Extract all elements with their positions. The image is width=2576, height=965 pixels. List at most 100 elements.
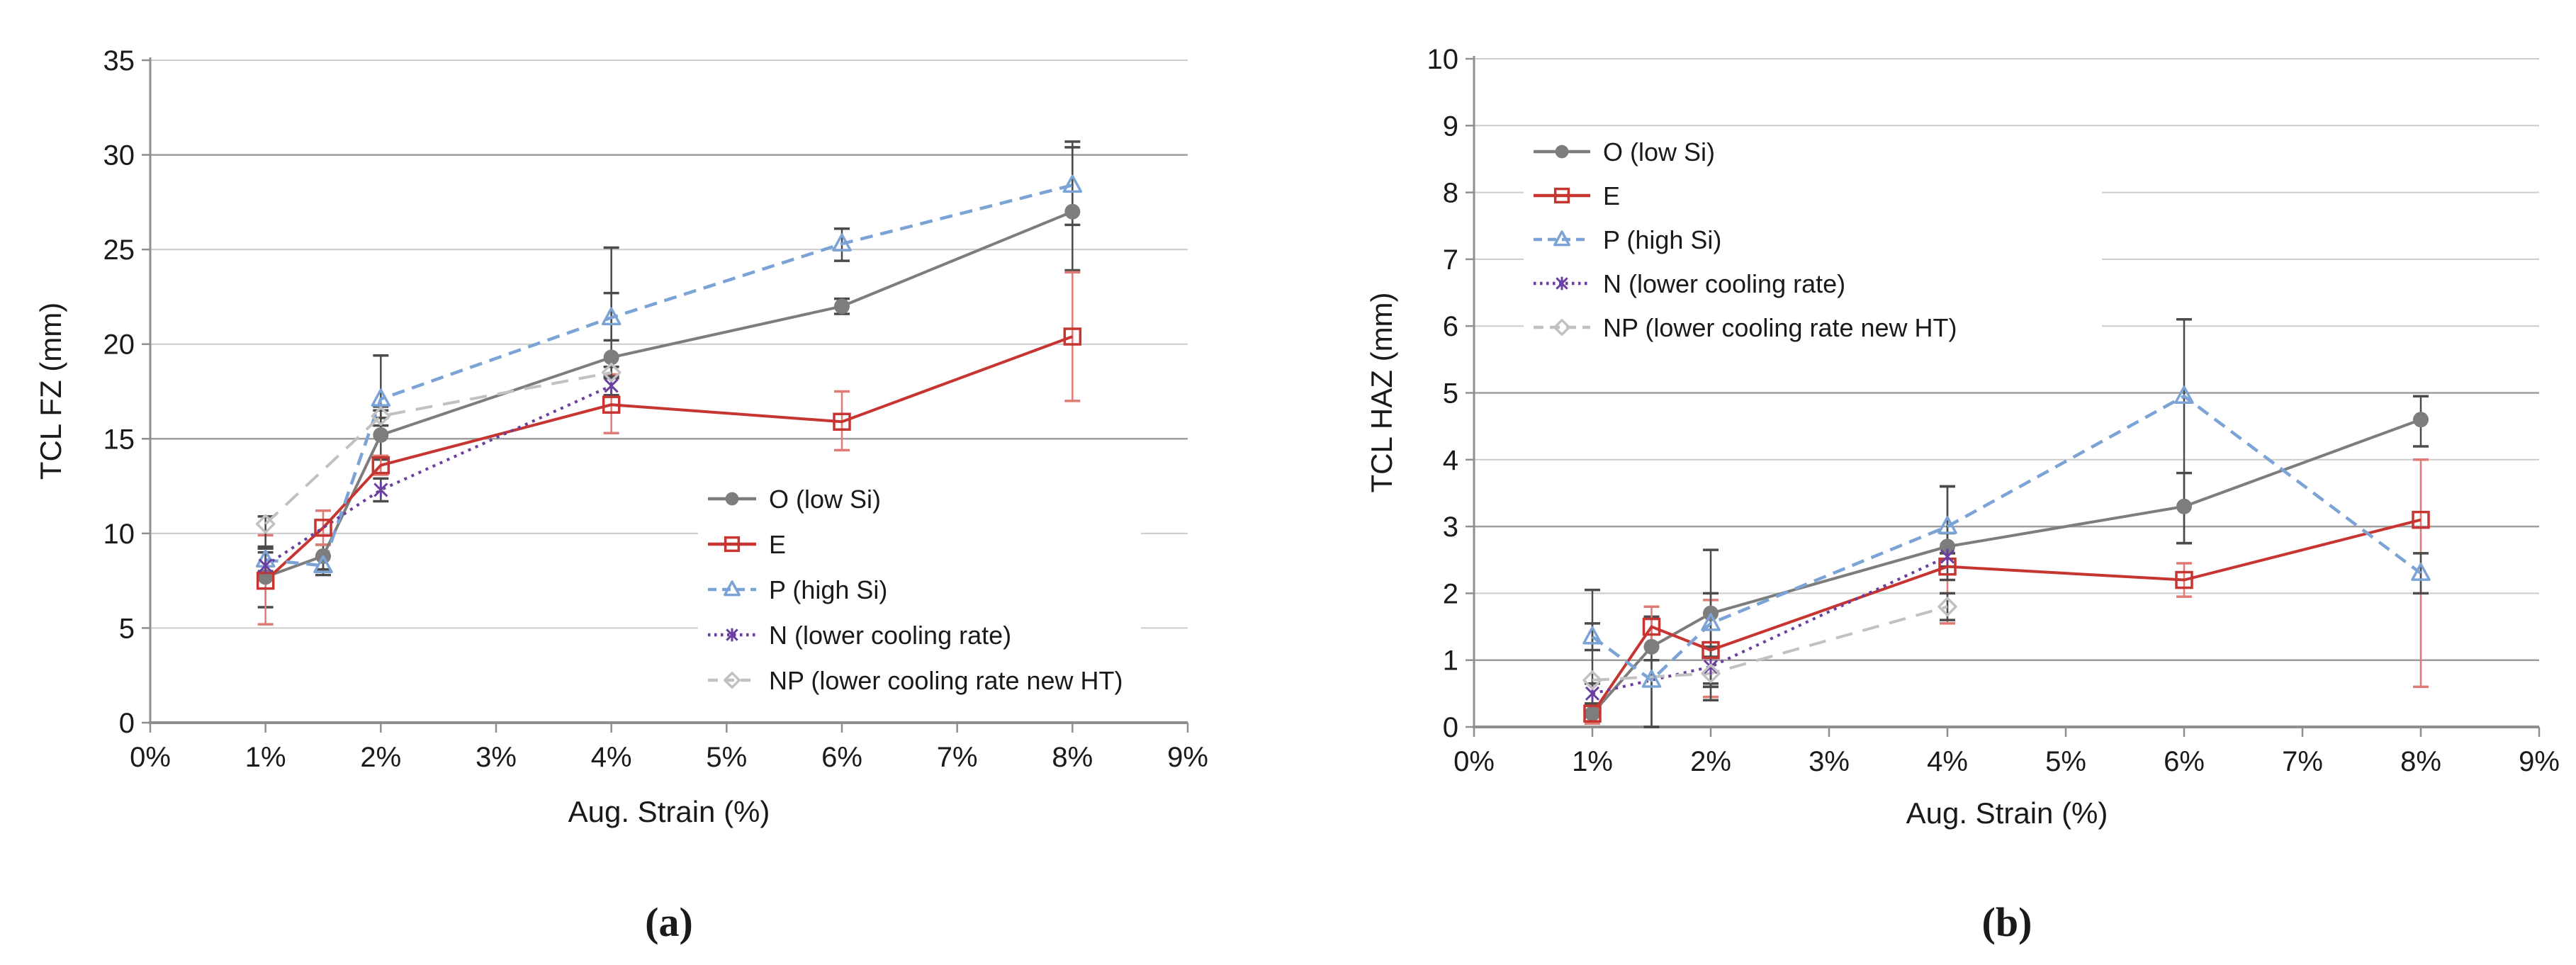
legend-box xyxy=(698,472,1141,703)
x-marker xyxy=(1940,548,1955,565)
y-tick-label: 4 xyxy=(1443,445,1458,476)
legend-item: N (lower cooling rate) xyxy=(708,621,1011,650)
series-line-N (lower cooling rate) xyxy=(264,384,612,567)
triangle-marker xyxy=(1701,613,1721,631)
series-line-NP (lower cooling rate new HT) xyxy=(264,371,612,525)
x-tick-label: 7% xyxy=(937,742,978,773)
diamond-marker xyxy=(1937,597,1957,617)
legend-item-label: NP (lower cooling rate new HT) xyxy=(1603,313,1957,342)
legend-item-label: NP (lower cooling rate new HT) xyxy=(769,666,1123,695)
error-bars-P (high Si) xyxy=(1585,318,2429,728)
panel-caption-a: (a) xyxy=(645,899,693,945)
triangle-marker xyxy=(1062,174,1083,193)
square-marker xyxy=(2412,510,2430,529)
legend-item: E xyxy=(1534,181,1620,210)
legend-item: O (low Si) xyxy=(1534,137,1715,167)
triangle-marker xyxy=(371,388,391,407)
y-tick-label: 1 xyxy=(1443,645,1458,677)
triangle-marker xyxy=(1553,230,1570,247)
series-markers-N (lower cooling rate) xyxy=(258,378,619,574)
series-line-P (high Si) xyxy=(1591,394,2422,682)
y-tick-label: 6 xyxy=(1443,311,1458,342)
series-markers-N (lower cooling rate) xyxy=(1585,548,1955,701)
x-marker xyxy=(726,628,738,642)
circle-marker xyxy=(725,492,739,506)
square-marker xyxy=(314,519,332,537)
legend: O (low Si) E P (high Si) N (lower cooling r… xyxy=(1524,128,2102,351)
x-tick-label: 2% xyxy=(1690,746,1731,777)
square-marker xyxy=(1583,704,1602,723)
x-tick-label: 9% xyxy=(1167,742,1208,773)
legend-item: NP (lower cooling rate new HT) xyxy=(708,666,1123,695)
square-marker xyxy=(602,395,621,414)
square-marker xyxy=(1702,640,1720,660)
y-tick-label: 2 xyxy=(1443,578,1458,609)
diamond-marker xyxy=(724,672,741,689)
series-markers-NP (lower cooling rate new HT) xyxy=(1582,597,1957,690)
legend-item-label: E xyxy=(1603,181,1620,210)
legend-item: P (high Si) xyxy=(708,575,887,604)
legend-item-label: N (lower cooling rate) xyxy=(1603,269,1845,298)
series-markers-NP (lower cooling rate new HT) xyxy=(255,363,621,534)
legend-item-label: O (low Si) xyxy=(1603,137,1715,167)
legend-item-label: P (high Si) xyxy=(769,575,887,604)
circle-marker xyxy=(1940,538,1955,555)
x-tick-label: 2% xyxy=(360,742,401,773)
diamond-marker xyxy=(371,406,391,426)
chart-b-svg: 0% 1% 2% 3% 4% 5% 6% 7% 8% 9% 0 1 2 3 4 5 6 7 8 9 10 O (low S… xyxy=(1427,44,2560,777)
x-tick-label: 3% xyxy=(476,742,517,773)
series-line-P (high Si) xyxy=(265,184,1073,568)
square-marker xyxy=(1553,187,1570,204)
axis-ticks: 0% 1% 2% 3% 4% 5% 6% 7% 8% 9% 0 1 2 3 4 5 6 7 8 9 10 xyxy=(1427,44,2560,777)
square-marker xyxy=(1642,617,1661,636)
square-marker xyxy=(724,536,741,553)
error-bars-N (lower cooling rate) xyxy=(257,375,619,580)
series-line-O (low Si) xyxy=(264,210,1074,579)
triangle-marker xyxy=(1937,516,1957,534)
x-tick-label: 5% xyxy=(2045,746,2086,777)
series-markers-P (high Si) xyxy=(255,174,1083,574)
x-tick-label: 1% xyxy=(1572,746,1613,777)
legend-item: O (low Si) xyxy=(708,485,881,514)
legend-item-label: N (lower cooling rate) xyxy=(769,621,1011,650)
y-tick-label: 35 xyxy=(103,45,135,77)
series-markers-E xyxy=(256,327,1082,590)
diamond-marker xyxy=(255,514,276,534)
legend-box xyxy=(1524,128,2102,351)
y-tick-label: 0 xyxy=(119,708,135,739)
y-tick-label: 5 xyxy=(119,613,135,644)
y-tick-label: 30 xyxy=(103,140,135,171)
x-marker xyxy=(1556,276,1568,290)
circle-marker xyxy=(2413,412,2429,428)
triangle-marker xyxy=(832,233,852,252)
x-tick-label: 9% xyxy=(2519,746,2560,777)
diamond-marker xyxy=(1582,670,1602,690)
legend-item: P (high Si) xyxy=(1534,225,1721,254)
circle-marker xyxy=(1064,203,1081,220)
y-tick-label: 10 xyxy=(1427,44,1459,75)
circle-marker xyxy=(603,349,619,366)
square-marker xyxy=(371,456,390,475)
triangle-marker xyxy=(2411,563,2431,581)
legend-item-label: O (low Si) xyxy=(769,485,881,514)
error-bars-NP (lower cooling rate new HT) xyxy=(257,366,619,550)
square-marker xyxy=(833,412,851,431)
x-tick-label: 3% xyxy=(1809,746,1850,777)
error-bars-NP (lower cooling rate new HT) xyxy=(1585,588,1955,718)
series-markers-P (high Si) xyxy=(1582,385,2431,688)
legend-item-label: P (high Si) xyxy=(1603,225,1721,254)
triangle-marker xyxy=(313,555,333,574)
triangle-marker xyxy=(1641,670,1662,688)
circle-marker xyxy=(1643,638,1660,655)
x-axis-title-a: Aug. Strain (%) xyxy=(568,795,770,828)
x-tick-label: 6% xyxy=(2164,746,2205,777)
y-tick-label: 10 xyxy=(103,519,135,550)
x-tick-label: 4% xyxy=(591,742,632,773)
triangle-marker xyxy=(1582,626,1602,645)
circle-marker xyxy=(2176,498,2192,514)
diamond-marker xyxy=(1553,319,1570,336)
y-tick-label: 20 xyxy=(103,329,135,361)
x-marker xyxy=(1703,659,1719,675)
x-tick-label: 8% xyxy=(1052,742,1093,773)
